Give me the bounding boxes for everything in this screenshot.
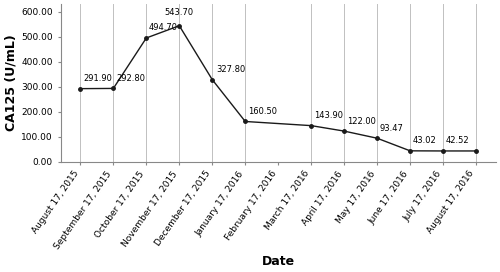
X-axis label: Date: Date [262, 255, 295, 268]
Text: 122.00: 122.00 [347, 116, 376, 126]
Y-axis label: CA125 (U/mL): CA125 (U/mL) [4, 35, 17, 131]
Text: 43.02: 43.02 [413, 136, 436, 145]
Text: 543.70: 543.70 [164, 8, 194, 17]
Text: 160.50: 160.50 [248, 107, 277, 116]
Text: 93.47: 93.47 [380, 124, 404, 133]
Text: 42.52: 42.52 [446, 136, 469, 146]
Text: 292.80: 292.80 [116, 74, 145, 83]
Text: 143.90: 143.90 [314, 111, 343, 120]
Text: 291.90: 291.90 [83, 74, 112, 83]
Text: 327.80: 327.80 [216, 65, 246, 74]
Text: 494.70: 494.70 [149, 23, 178, 32]
